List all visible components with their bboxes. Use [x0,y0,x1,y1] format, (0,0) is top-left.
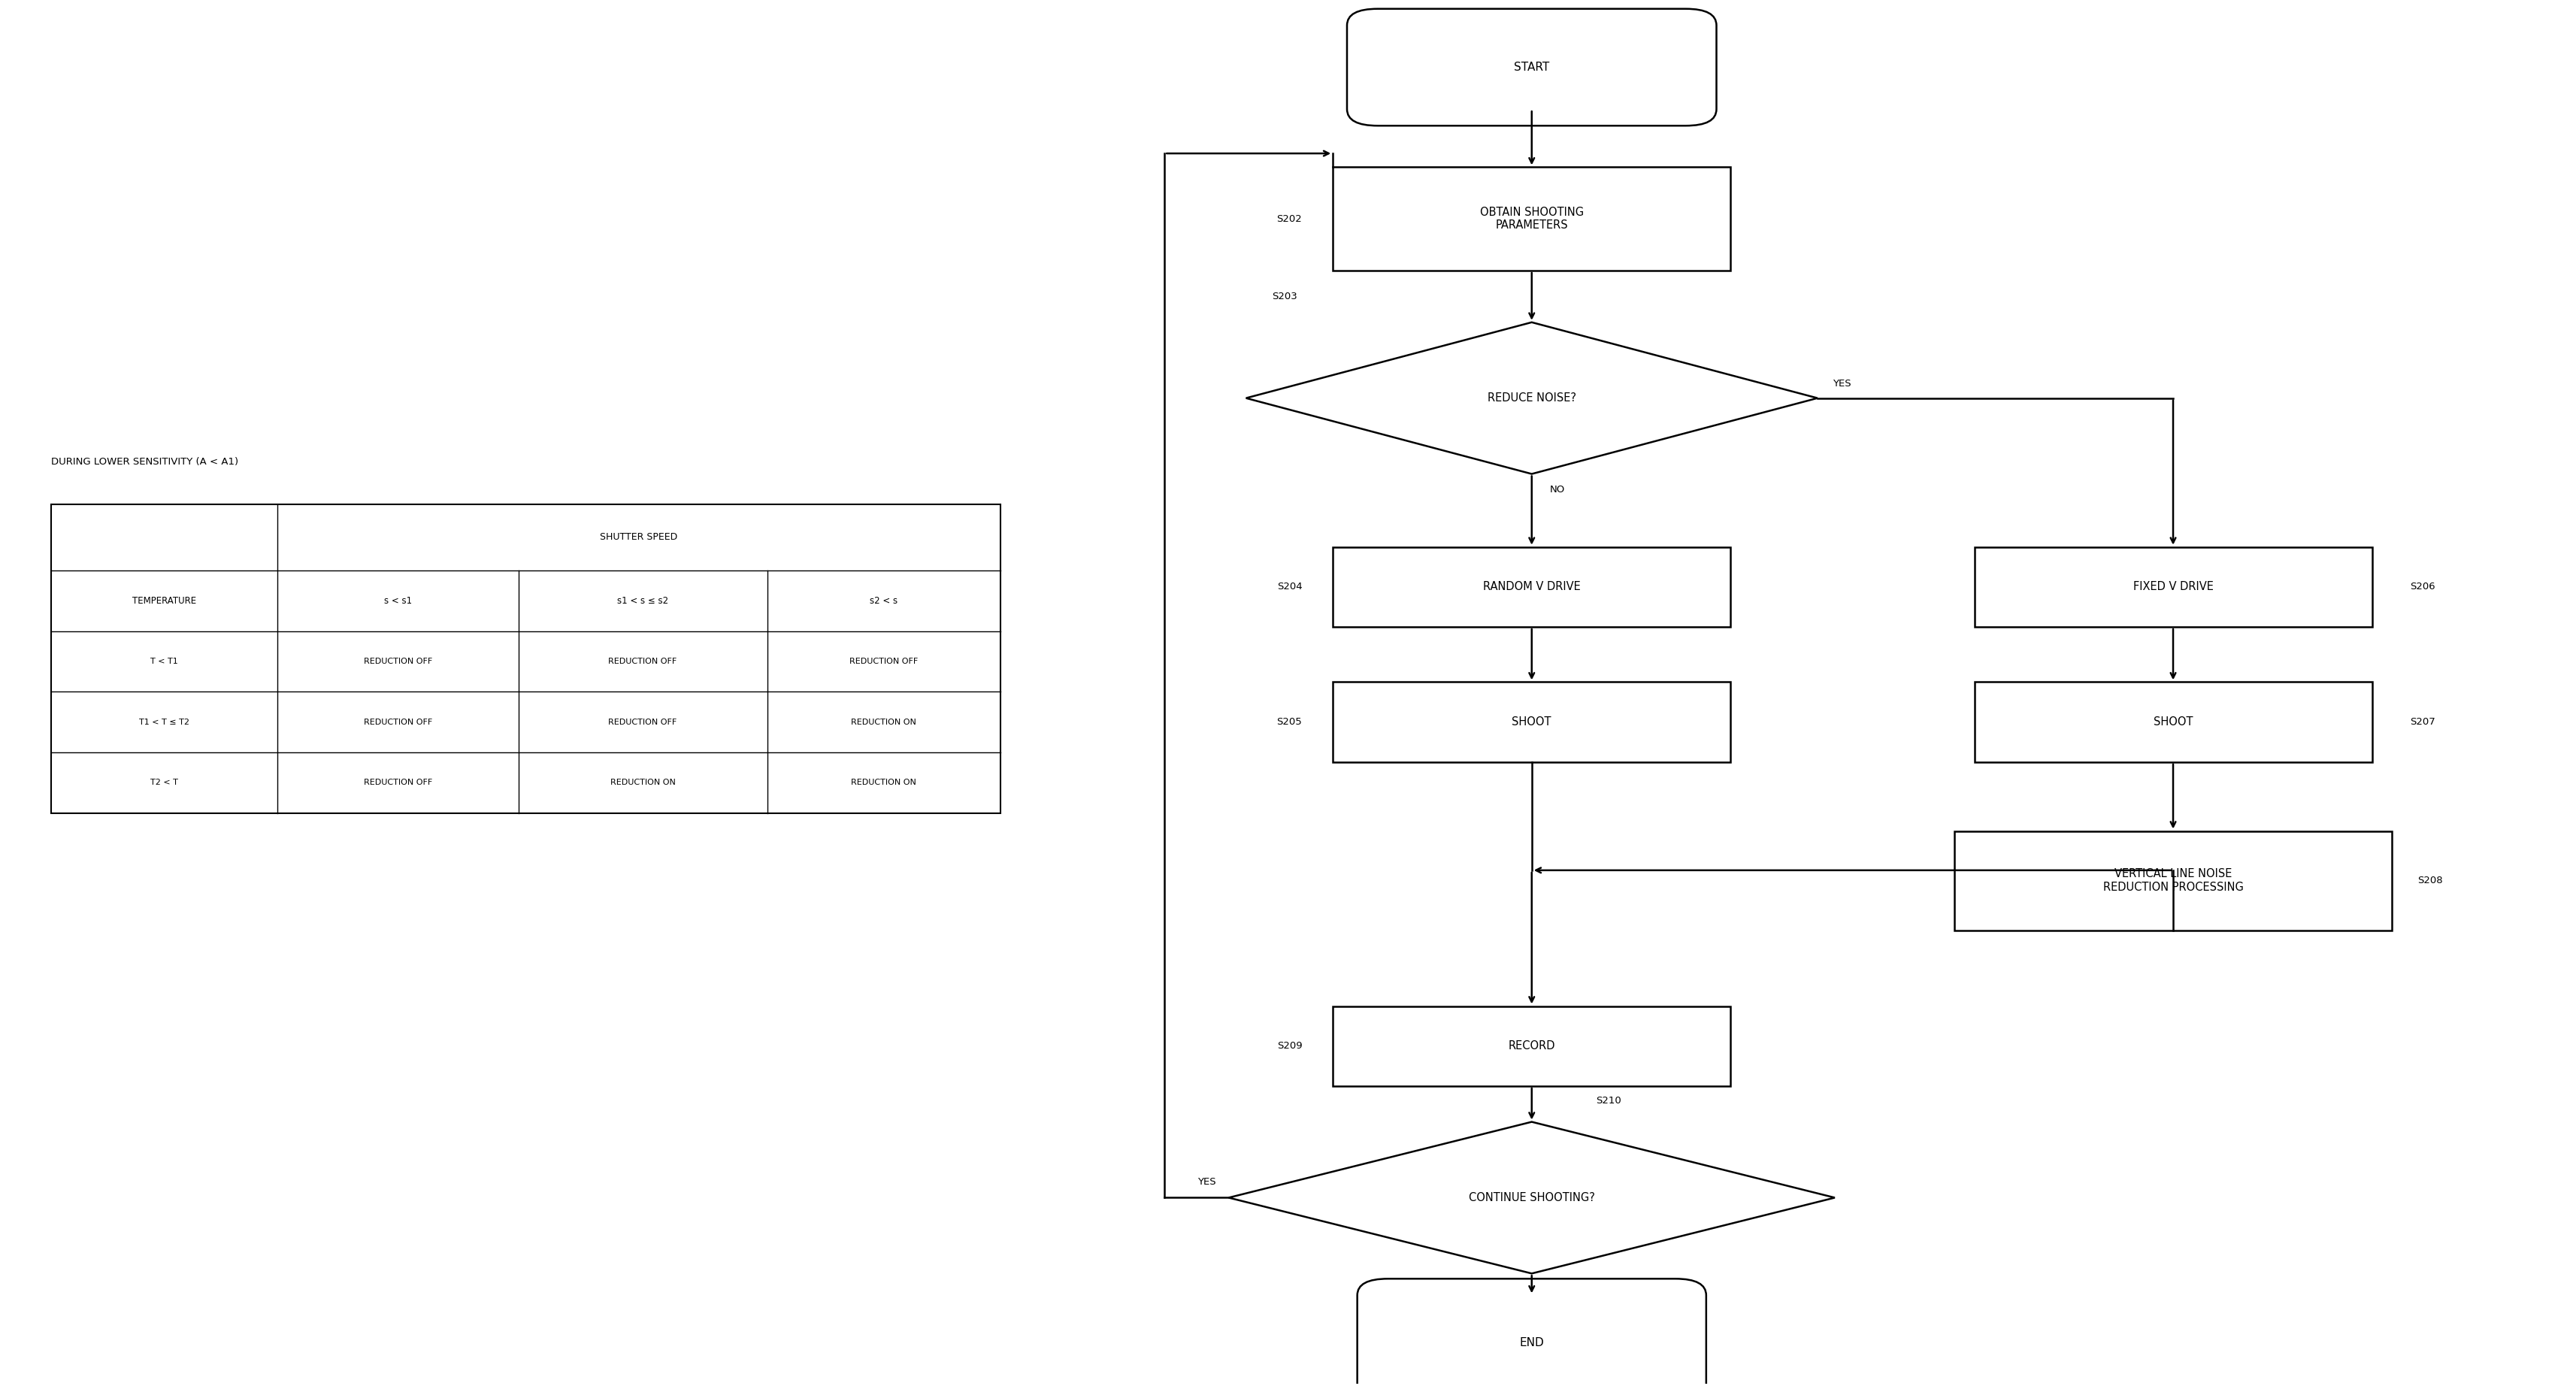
Text: SHOOT: SHOOT [1512,717,1551,728]
Bar [1973,547,2372,626]
Text: REDUCTION OFF: REDUCTION OFF [608,657,677,665]
Text: FIXED V DRIVE: FIXED V DRIVE [2133,582,2213,593]
Bar [1332,682,1731,763]
Polygon shape [1229,1122,1834,1274]
Text: S206: S206 [2409,582,2434,592]
Text: s1 < s ≤ s2: s1 < s ≤ s2 [618,596,667,606]
Text: SHUTTER SPEED: SHUTTER SPEED [600,532,677,542]
Bar [1332,1006,1731,1086]
Text: T1 < T ≤ T2: T1 < T ≤ T2 [139,718,191,726]
Text: S202: S202 [1278,214,1301,224]
Text: TEMPERATURE: TEMPERATURE [131,596,196,606]
FancyBboxPatch shape [1347,8,1716,126]
Text: RECORD: RECORD [1507,1040,1556,1051]
Text: REDUCTION OFF: REDUCTION OFF [363,718,433,726]
Text: REDUCTION ON: REDUCTION ON [850,779,917,786]
Text: DURING LOWER SENSITIVITY (A < A1): DURING LOWER SENSITIVITY (A < A1) [52,457,240,467]
Text: S204: S204 [1278,582,1301,592]
Bar [1955,831,2393,931]
Text: S203: S203 [1273,292,1296,301]
Bar [1332,167,1731,271]
Text: s < s1: s < s1 [384,596,412,606]
Text: START: START [1515,61,1551,72]
Text: S205: S205 [1278,717,1301,726]
Text: S207: S207 [2409,717,2434,726]
Text: s2 < s: s2 < s [871,596,899,606]
Text: REDUCE NOISE?: REDUCE NOISE? [1486,393,1577,404]
Text: REDUCTION OFF: REDUCTION OFF [363,779,433,786]
Bar [1973,682,2372,763]
Text: REDUCTION OFF: REDUCTION OFF [608,718,677,726]
Text: CONTINUE SHOOTING?: CONTINUE SHOOTING? [1468,1192,1595,1203]
Text: T2 < T: T2 < T [149,779,178,786]
Text: S209: S209 [1278,1042,1301,1051]
Text: END: END [1520,1336,1543,1349]
Text: YES: YES [1834,379,1852,389]
Bar [1332,547,1731,626]
Text: NO: NO [1551,1282,1564,1292]
Text: SHOOT: SHOOT [2154,717,2192,728]
Text: REDUCTION OFF: REDUCTION OFF [850,657,917,665]
Text: T < T1: T < T1 [149,657,178,665]
Polygon shape [1247,322,1819,474]
Text: RANDOM V DRIVE: RANDOM V DRIVE [1484,582,1582,593]
Text: S208: S208 [2416,875,2442,886]
Text: YES: YES [1198,1176,1216,1186]
Text: NO: NO [1551,485,1564,494]
Text: OBTAIN SHOOTING
PARAMETERS: OBTAIN SHOOTING PARAMETERS [1479,207,1584,231]
Bar [52,504,999,813]
Text: S210: S210 [1597,1096,1620,1106]
Text: REDUCTION ON: REDUCTION ON [611,779,675,786]
FancyBboxPatch shape [1358,1279,1705,1389]
Text: REDUCTION OFF: REDUCTION OFF [363,657,433,665]
Text: VERTICAL LINE NOISE
REDUCTION PROCESSING: VERTICAL LINE NOISE REDUCTION PROCESSING [2102,868,2244,893]
Text: REDUCTION ON: REDUCTION ON [850,718,917,726]
